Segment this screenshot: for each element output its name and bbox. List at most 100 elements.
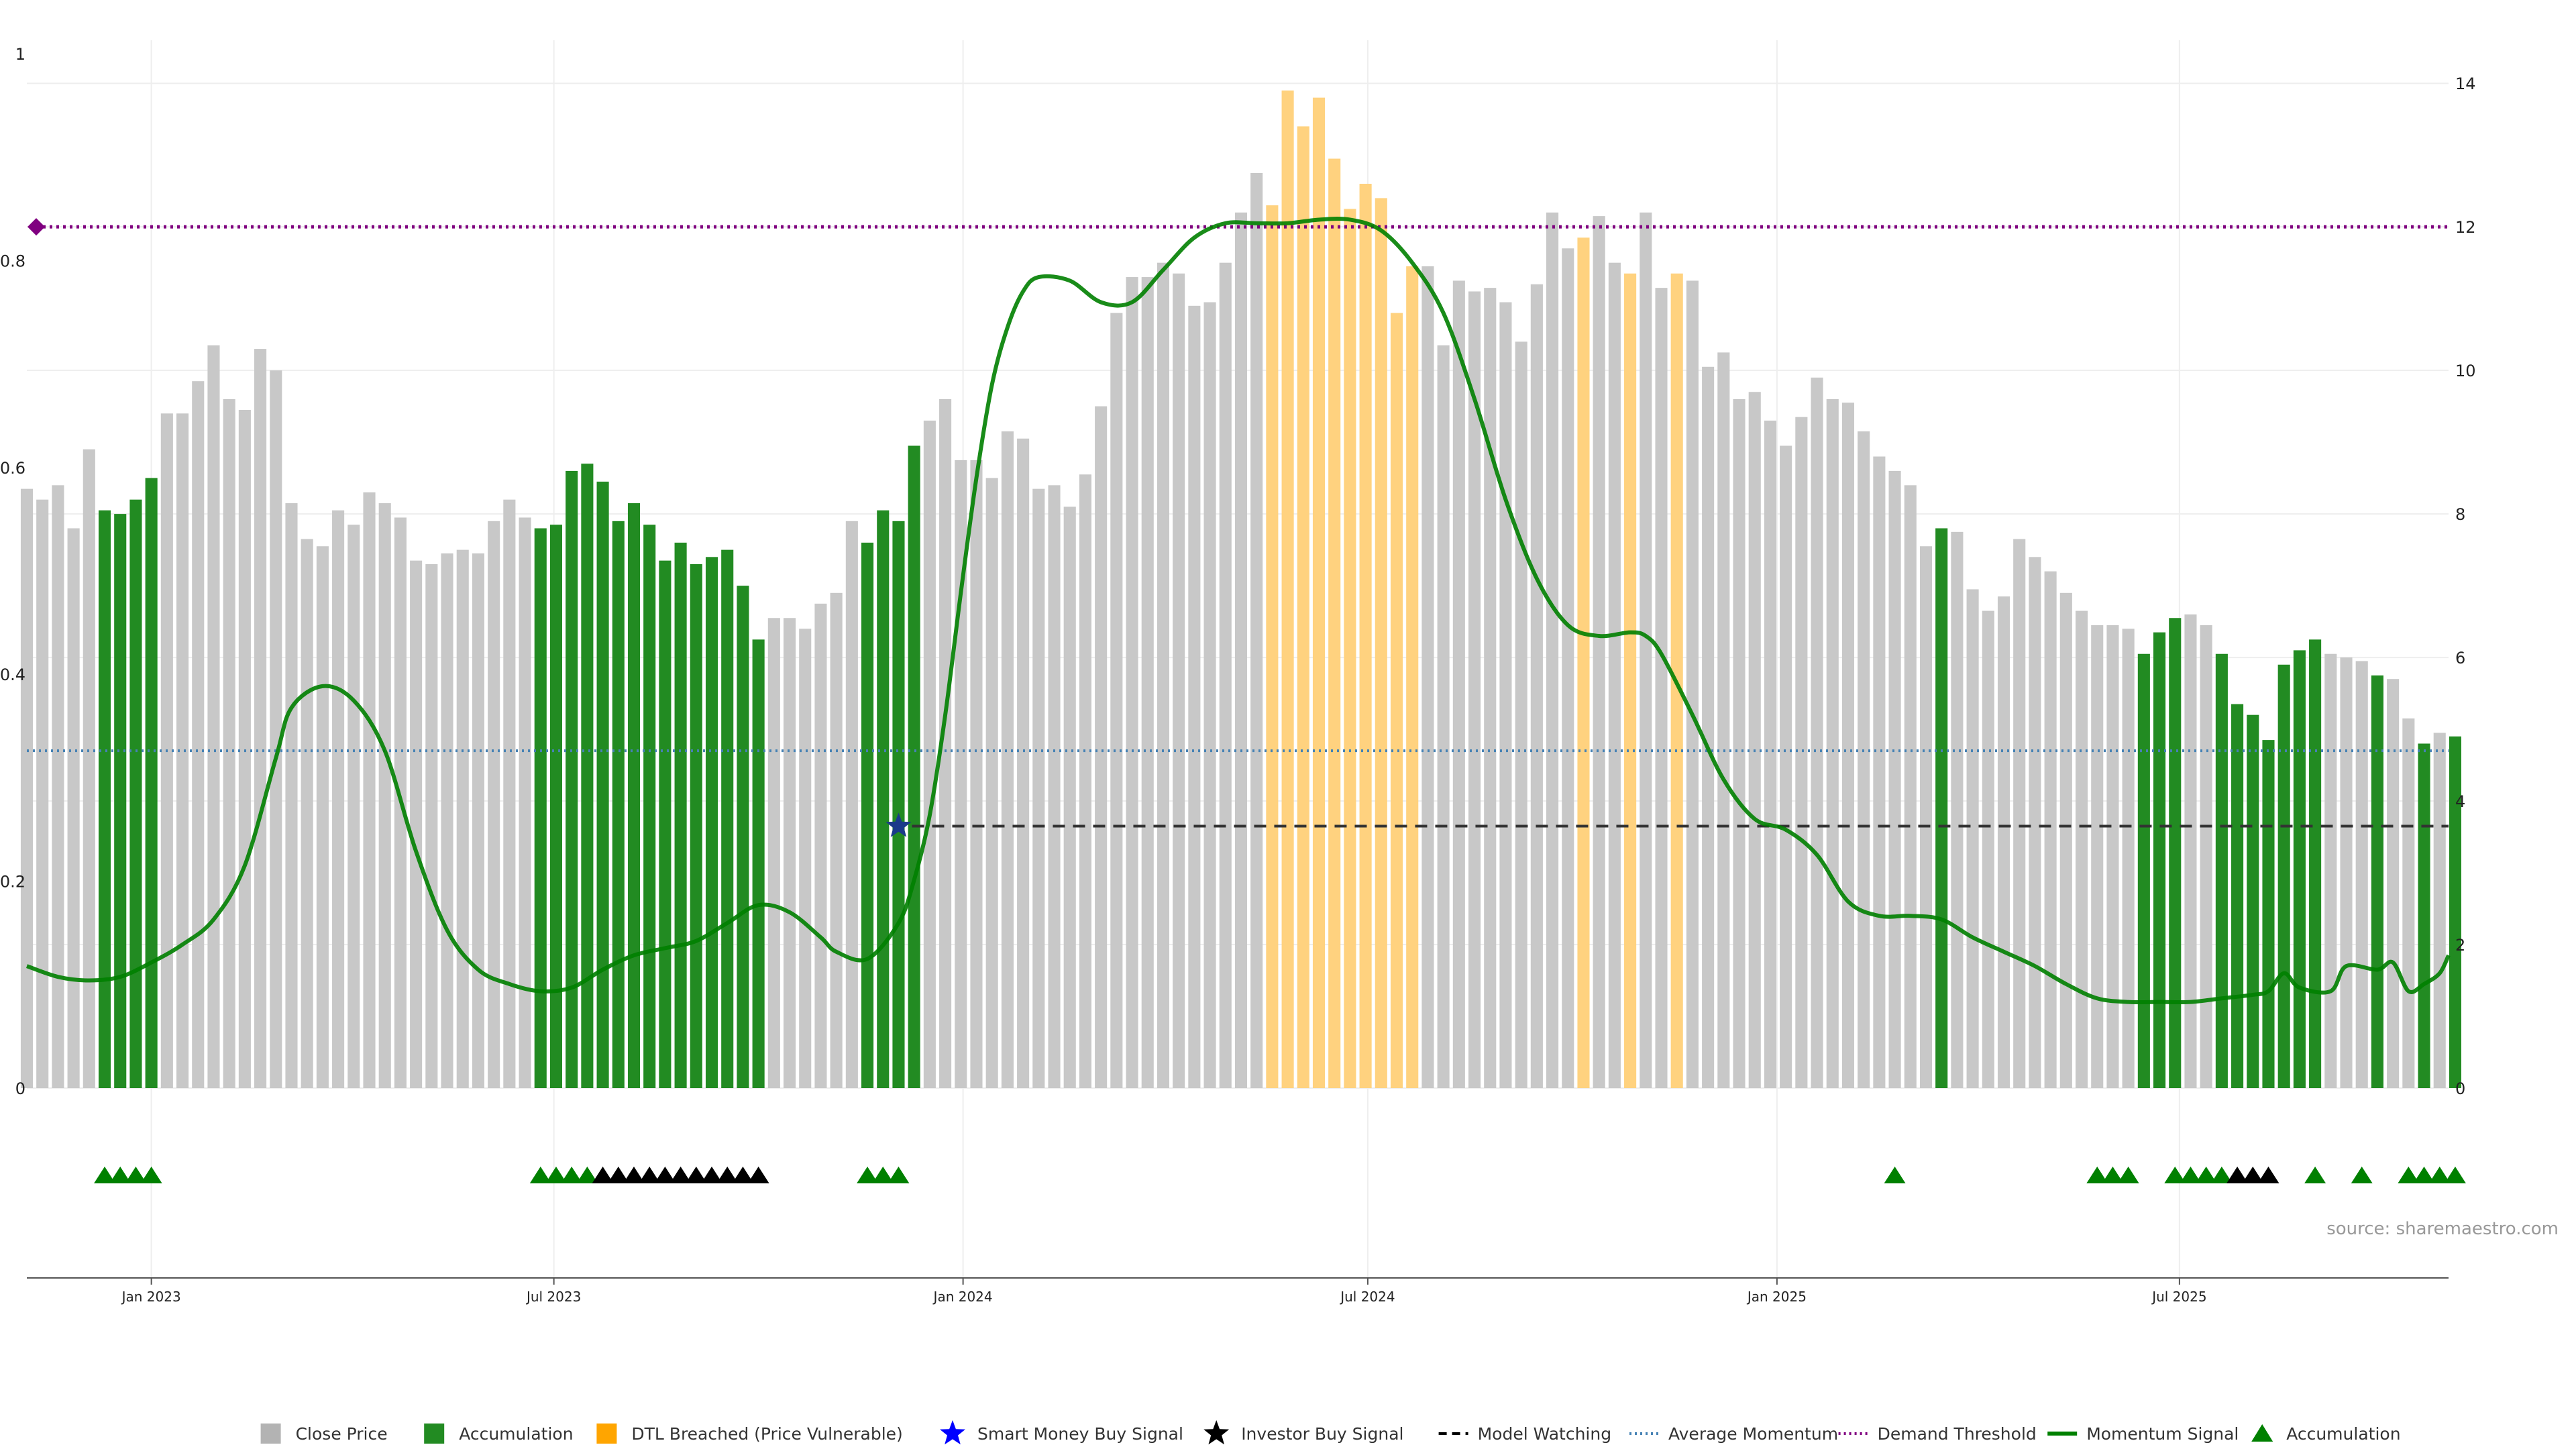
bar-orange: [1266, 205, 1279, 1088]
bar-green: [737, 586, 749, 1088]
bar-gray: [1219, 262, 1232, 1089]
bar-gray: [1748, 392, 1761, 1088]
bar-gray: [378, 503, 391, 1088]
investor-triangle: [747, 1167, 769, 1183]
bar-gray: [923, 421, 936, 1088]
bar-green: [596, 481, 609, 1088]
bar-gray: [1593, 216, 1605, 1088]
bar-orange: [1281, 90, 1294, 1089]
accumulation-triangle: [857, 1167, 879, 1183]
y-right-tick-label: 6: [2455, 649, 2465, 667]
bar-gray: [1686, 280, 1699, 1089]
legend-item: Momentum Signal: [2047, 1424, 2239, 1444]
bar-orange: [1312, 97, 1326, 1089]
legend-item: Demand Threshold: [1838, 1424, 2037, 1444]
legend-item: DTL Breached (Price Vulnerable): [596, 1424, 903, 1444]
accumulation-triangle: [2351, 1167, 2373, 1183]
bar-gray: [1780, 445, 1792, 1088]
bar-gray: [1157, 262, 1169, 1089]
bar-green: [705, 557, 718, 1088]
bar-gray: [2433, 733, 2446, 1088]
bar-gray: [36, 499, 49, 1088]
bar-gray: [1017, 438, 1030, 1088]
bar-green: [659, 560, 672, 1088]
accumulation-triangle: [2086, 1167, 2108, 1183]
bar-green: [566, 470, 578, 1088]
y-left-tick-label: 0: [15, 1079, 25, 1098]
bar-gray: [1499, 302, 1512, 1088]
bar-green: [581, 464, 594, 1088]
bar-gray: [1826, 398, 1839, 1088]
legend-item: Average Momentum: [1629, 1424, 1838, 1444]
investor-triangle: [623, 1167, 645, 1183]
bar-gray: [1764, 421, 1776, 1088]
bar-gray: [2355, 661, 2368, 1088]
bar-gray: [783, 618, 796, 1088]
bar-gray: [1001, 431, 1014, 1088]
bar-gray: [1873, 456, 1886, 1088]
bar-green: [2418, 743, 2430, 1088]
bar-gray: [985, 478, 998, 1088]
bar-gray: [1079, 474, 1091, 1088]
investor-triangle: [2226, 1167, 2249, 1183]
bar-gray: [472, 553, 484, 1088]
accumulation-triangle: [545, 1167, 567, 1183]
bar-green: [534, 528, 547, 1088]
investor-triangle: [732, 1167, 754, 1183]
bar-green: [752, 639, 765, 1088]
bar-gray: [1951, 531, 1964, 1088]
bar-orange: [1375, 198, 1387, 1088]
legend: Close Price Accumulation DTL Breached (Pri…: [260, 1420, 2401, 1445]
bar-gray: [67, 528, 80, 1088]
y-left-tick-label: 0.4: [0, 665, 25, 684]
bar-gray: [1095, 406, 1108, 1088]
bar-gray: [830, 592, 843, 1088]
legend-label: Close Price: [296, 1424, 388, 1444]
bar-orange: [1328, 158, 1341, 1089]
bar-gray: [285, 503, 298, 1088]
y-right-tick-label: 0: [2455, 1079, 2465, 1098]
accumulation-triangle: [2164, 1167, 2186, 1183]
y-right-tick-label: 10: [2455, 362, 2476, 380]
legend-label: Model Watching: [1478, 1424, 1612, 1444]
bar-gray: [2340, 657, 2353, 1088]
bar-green: [2262, 740, 2275, 1088]
accumulation-triangle: [2304, 1167, 2326, 1183]
bar-gray: [519, 517, 531, 1088]
bar-orange: [1344, 209, 1356, 1088]
investor-triangle: [2257, 1167, 2279, 1183]
bar-gray: [316, 546, 329, 1088]
bar-green: [2277, 664, 2290, 1088]
legend-item: Investor Buy Signal: [1203, 1420, 1403, 1445]
bar-gray: [1655, 288, 1668, 1088]
bar-gray: [1717, 352, 1730, 1088]
investor-triangle: [716, 1167, 739, 1183]
y-left-tick-label: 0.2: [0, 873, 25, 892]
bar-green: [861, 542, 874, 1088]
bar-gray: [1608, 262, 1621, 1089]
bar-orange: [1624, 273, 1637, 1089]
bar-gray: [2184, 614, 2197, 1088]
accumulation-triangle: [2102, 1167, 2124, 1183]
accumulation-triangle: [2428, 1167, 2451, 1183]
bar-gray: [1530, 284, 1543, 1088]
bar-gray: [1546, 212, 1559, 1089]
bar-gray: [1515, 341, 1527, 1088]
x-tick-label: Jul 2024: [1339, 1289, 1395, 1305]
bar-gray: [176, 413, 189, 1088]
bar-gray: [425, 564, 438, 1088]
y-right-tick-label: 12: [2455, 218, 2476, 237]
legend-star-icon: [940, 1420, 965, 1445]
bar-gray: [970, 460, 983, 1088]
legend-star-icon: [1203, 1420, 1230, 1445]
x-tick-label: Jan 2024: [932, 1289, 993, 1305]
bar-green: [129, 499, 142, 1088]
legend-label: Accumulation: [2286, 1424, 2400, 1444]
investor-triangle: [654, 1167, 676, 1183]
bar-gray: [2059, 592, 2072, 1088]
bar-gray: [1795, 417, 1808, 1088]
bar-green: [877, 510, 890, 1088]
bar-gray: [1452, 280, 1465, 1089]
bar-gray: [1063, 506, 1076, 1088]
bar-orange: [1359, 183, 1372, 1088]
